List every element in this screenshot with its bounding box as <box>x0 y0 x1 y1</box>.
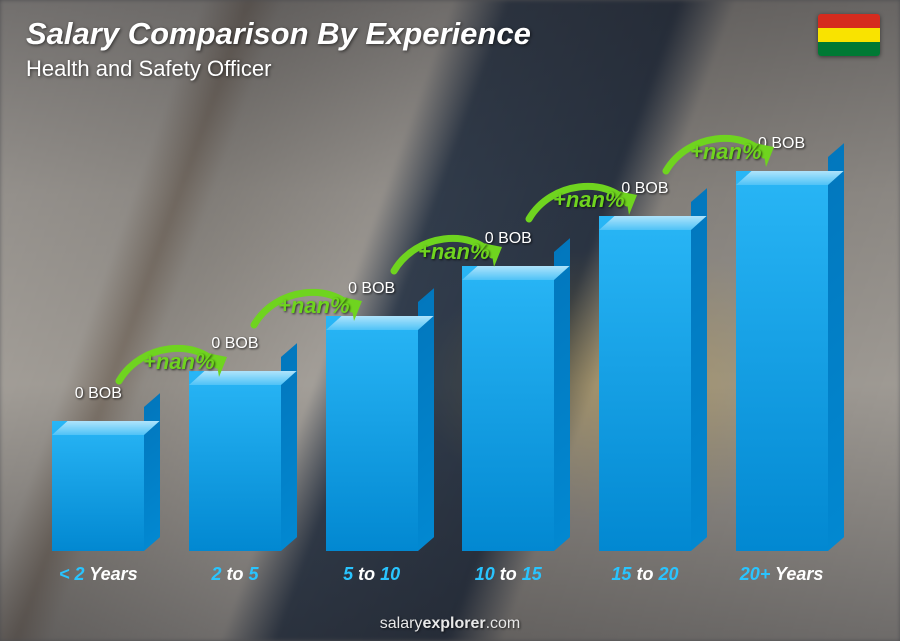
bar-slot: 0 BOB <box>180 371 290 551</box>
bar-side <box>554 238 570 551</box>
x-axis-label: 5 to 10 <box>317 564 427 585</box>
bar-side <box>144 393 160 551</box>
brand-prefix: salary <box>380 615 423 632</box>
x-axis-label: 20+ Years <box>727 564 837 585</box>
chart-title: Salary Comparison By Experience <box>26 16 531 52</box>
growth-label: +nan% <box>553 187 625 213</box>
flag-stripe-mid <box>818 28 880 42</box>
growth-annotation: +nan% <box>400 239 490 265</box>
growth-annotation: +nan% <box>125 349 215 375</box>
bar: 0 BOB <box>52 421 144 551</box>
bar: 0 BOB <box>599 216 691 551</box>
x-axis-label: 15 to 20 <box>590 564 700 585</box>
country-flag <box>818 14 880 56</box>
brand-suffix: .com <box>486 615 521 632</box>
growth-annotation: +nan% <box>260 293 350 319</box>
bar-slot: 0 BOB <box>43 421 153 551</box>
bar: 0 BOB <box>326 316 418 551</box>
bar-front <box>189 371 281 551</box>
bar-front <box>52 421 144 551</box>
bar-side <box>828 143 844 551</box>
bar-side <box>691 188 707 551</box>
header: Salary Comparison By Experience Health a… <box>26 16 531 82</box>
bar-slot: 0 BOB <box>590 216 700 551</box>
flag-stripe-top <box>818 14 880 28</box>
bar-front <box>736 171 828 551</box>
growth-annotation: +nan% <box>672 139 762 165</box>
x-axis-labels: < 2 Years 2 to 5 5 to 10 10 to 15 15 to 20 20… <box>30 564 850 585</box>
x-axis-label: < 2 Years <box>43 564 153 585</box>
bar-chart: 0 BOB 0 BOB 0 BOB 0 BOB 0 BOB 0 BOB < 2 Years… <box>30 115 850 585</box>
x-axis-label: 2 to 5 <box>180 564 290 585</box>
bar-front <box>326 316 418 551</box>
growth-label: +nan% <box>690 139 762 165</box>
growth-annotation: +nan% <box>535 187 625 213</box>
bar-slot: 0 BOB <box>317 316 427 551</box>
growth-label: +nan% <box>143 349 215 375</box>
chart-subtitle: Health and Safety Officer <box>26 56 531 82</box>
growth-label: +nan% <box>418 239 490 265</box>
x-axis-label: 10 to 15 <box>453 564 563 585</box>
bar: 0 BOB <box>462 266 554 551</box>
bar-slot: 0 BOB <box>727 171 837 551</box>
bar-top <box>52 421 160 435</box>
bar-slot: 0 BOB <box>453 266 563 551</box>
bar-front <box>599 216 691 551</box>
growth-label: +nan% <box>278 293 350 319</box>
footer-brand: salaryexplorer.com <box>0 615 900 633</box>
flag-stripe-bot <box>818 42 880 56</box>
brand-accent: explorer <box>422 615 485 632</box>
bar: 0 BOB <box>736 171 828 551</box>
bar-front <box>462 266 554 551</box>
bar: 0 BOB <box>189 371 281 551</box>
